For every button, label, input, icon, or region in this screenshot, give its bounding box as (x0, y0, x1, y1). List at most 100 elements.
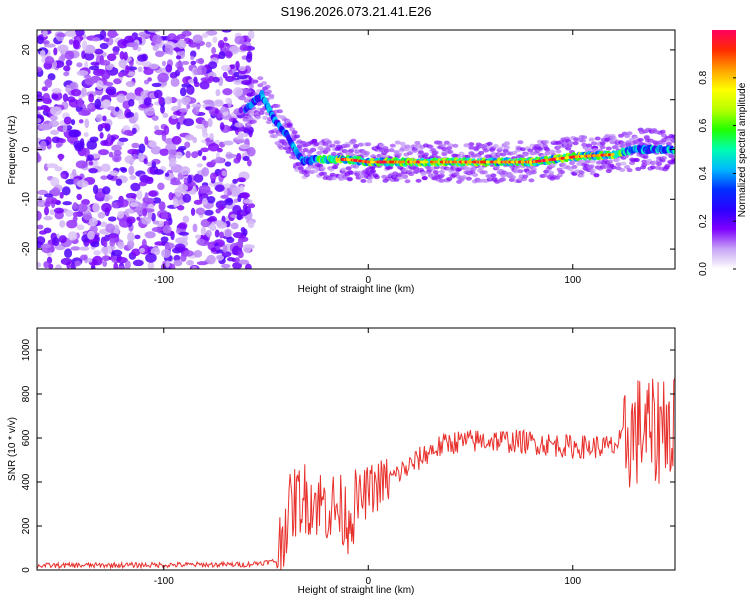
heatmap-noise-cell (215, 208, 221, 214)
heatmap-halo-cell (594, 136, 601, 141)
heatmap-peak-cell (489, 160, 494, 164)
heatmap-halo-cell (589, 159, 596, 164)
heatmap-noise-cell (175, 55, 182, 60)
heatmap-noise-cell (134, 111, 139, 122)
heatmap-halo-cell (438, 173, 445, 178)
heatmap-noise-cell (98, 59, 111, 66)
heatmap-halo-cell (460, 174, 467, 179)
heatmap-noise-cell (222, 111, 229, 117)
heatmap-noise-cell (57, 44, 69, 53)
heatmap-noise-cell (105, 88, 115, 94)
heatmap-noise-cell (100, 122, 108, 129)
heatmap-noise-cell (164, 242, 175, 250)
heatmap-noise-cell (202, 155, 207, 161)
heatmap-noise-cell (68, 39, 74, 45)
heatmap-noise-cell (247, 30, 255, 40)
heatmap-peak-cell (424, 160, 429, 164)
heatmap-peak-cell (510, 160, 515, 164)
heatmap-noise-cell (223, 140, 234, 146)
heatmap-noise-cell (160, 212, 169, 220)
x-tick-label: 100 (564, 576, 581, 587)
heatmap-halo-cell (260, 81, 267, 86)
heatmap-noise-cell (172, 110, 183, 116)
heatmap-halo-cell (614, 157, 621, 162)
heatmap-halo-cell (357, 142, 364, 147)
heatmap-noise-cell (100, 246, 113, 255)
heatmap-noise-cell (168, 192, 174, 201)
heatmap-noise-cell (76, 70, 89, 77)
heatmap-noise-cell (214, 184, 225, 192)
heatmap-halo-cell (265, 120, 272, 125)
heatmap-noise-cell (115, 178, 123, 186)
heatmap-halo-cell (588, 164, 595, 169)
heatmap-noise-cell (240, 80, 252, 86)
heatmap-halo-cell (345, 166, 352, 171)
heatmap-noise-cell (237, 239, 244, 248)
heatmap-noise-cell (49, 209, 55, 215)
heatmap-noise-cell (50, 106, 62, 116)
x-tick-label: 100 (564, 275, 581, 286)
heatmap-noise-cell (42, 30, 48, 38)
heatmap-noise-cell (200, 147, 209, 153)
heatmap-noise-cell (37, 36, 44, 45)
heatmap-noise-cell (76, 193, 83, 201)
heatmap-noise-cell (192, 136, 198, 144)
heatmap-noise-cell (99, 42, 109, 50)
y-tick-label: 400 (21, 473, 32, 490)
heatmap-noise-cell (109, 238, 116, 247)
heatmap-noise-cell (244, 263, 252, 269)
heatmap-noise-cell (100, 140, 108, 146)
heatmap-noise-cell (222, 71, 228, 79)
heatmap-noise-cell (158, 96, 163, 105)
heatmap-noise-cell (75, 160, 88, 169)
heatmap-halo-cell (340, 167, 347, 172)
heatmap-halo-cell (366, 179, 373, 184)
heatmap-halo-cell (490, 173, 497, 178)
heatmap-noise-cell (72, 211, 80, 217)
heatmap-noise-cell (116, 113, 127, 120)
heatmap-noise-cell (94, 98, 102, 109)
heatmap-noise-cell (71, 169, 77, 177)
heatmap-halo-cell (468, 142, 475, 147)
heatmap-noise-cell (211, 247, 217, 252)
x-tick-label: -100 (154, 275, 174, 286)
heatmap-noise-cell (101, 202, 112, 213)
heatmap-noise-cell (90, 265, 96, 269)
heatmap-noise-cell (145, 252, 157, 263)
heatmap-noise-cell (67, 231, 78, 241)
heatmap-noise-cell (177, 98, 182, 109)
heatmap-noise-cell (144, 136, 149, 146)
heatmap-noise-cell (90, 61, 100, 66)
heatmap-noise-cell (39, 49, 46, 58)
heatmap-noise-cell (62, 201, 72, 206)
heatmap-noise-cell (195, 124, 206, 129)
heatmap-noise-cell (119, 51, 125, 60)
heatmap-halo-cell (486, 141, 493, 146)
heatmap-noise-cell (43, 215, 53, 221)
heatmap-noise-cell (125, 216, 136, 224)
heatmap-noise-cell (238, 259, 250, 265)
heatmap-noise-cell (116, 93, 126, 103)
heatmap-halo-cell (286, 122, 293, 127)
heatmap-noise-cell (243, 125, 254, 135)
heatmap-noise-cell (88, 168, 98, 174)
heatmap-noise-cell (52, 237, 60, 247)
heatmap-noise-cell (154, 129, 165, 136)
heatmap-halo-cell (310, 147, 317, 152)
heatmap-noise-cell (183, 118, 195, 127)
heatmap-noise-cell (178, 145, 187, 151)
heatmap-noise-cell (102, 115, 107, 122)
heatmap-noise-cell (42, 40, 50, 45)
heatmap-noise-cell (168, 157, 177, 167)
heatmap-noise-cell (153, 169, 164, 175)
heatmap-noise-cell (151, 115, 159, 121)
heatmap-halo-cell (283, 146, 290, 151)
heatmap-peak-cell (397, 160, 402, 164)
heatmap-noise-cell (103, 240, 108, 247)
heatmap-noise-cell (78, 119, 84, 124)
heatmap-noise-cell (232, 178, 238, 184)
heatmap-peak-cell (564, 156, 569, 160)
heatmap-halo-cell (519, 147, 526, 152)
heatmap-halo-cell (517, 169, 524, 174)
heatmap-peak-cell (610, 153, 615, 157)
